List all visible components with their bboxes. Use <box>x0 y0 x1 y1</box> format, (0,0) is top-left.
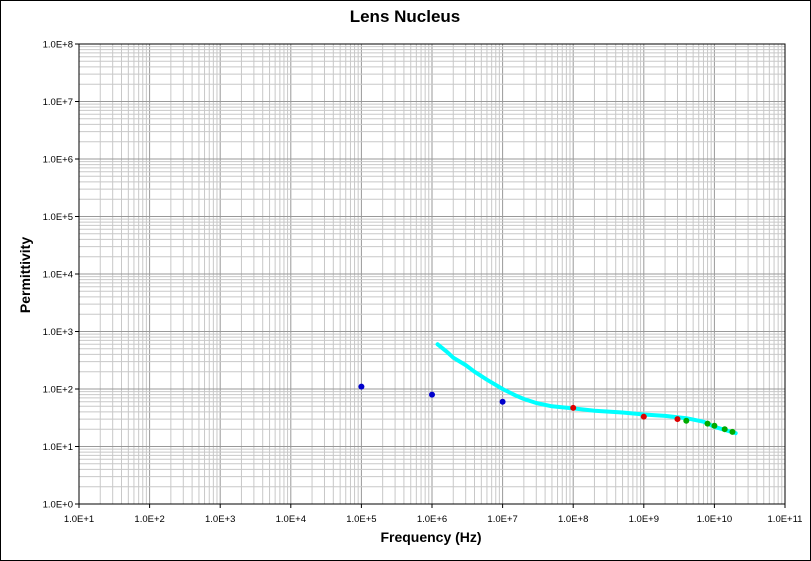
y-axis-label: Permittivity <box>17 237 33 313</box>
data-point <box>721 426 728 433</box>
x-axis-ticks: 1.0E+1 1.0E+2 1.0E+3 1.0E+4 1.0E+5 1.0E+6 1.0E… <box>64 504 803 525</box>
x-tick-label: 1.0E+4 <box>276 514 306 525</box>
data-series <box>358 342 738 436</box>
x-tick-label: 1.0E+2 <box>134 514 164 525</box>
y-tick-label: 1.0E+6 <box>43 155 73 166</box>
y-tick-label: 1.0E+0 <box>43 500 73 511</box>
data-point <box>683 417 690 424</box>
y-tick-label: 1.0E+5 <box>43 212 73 223</box>
x-tick-label: 1.0E+1 <box>64 514 94 525</box>
y-tick-label: 1.0E+2 <box>43 385 73 396</box>
x-tick-label: 1.0E+9 <box>629 514 659 525</box>
data-point <box>429 391 435 398</box>
x-tick-label: 1.0E+5 <box>346 514 376 525</box>
data-point <box>674 416 681 423</box>
y-axis-ticks: 1.0E+0 1.0E+1 1.0E+2 1.0E+3 1.0E+4 1.0E+5 1.0E… <box>43 40 79 511</box>
x-tick-label: 1.0E+8 <box>558 514 588 525</box>
data-point <box>711 422 718 429</box>
x-tick-label: 1.0E+7 <box>487 514 517 525</box>
x-tick-label: 1.0E+3 <box>205 514 235 525</box>
x-axis-label: Frequency (Hz) <box>380 529 481 545</box>
data-point <box>729 428 736 435</box>
y-tick-label: 1.0E+3 <box>43 327 73 338</box>
data-point <box>499 398 506 405</box>
y-tick-label: 1.0E+7 <box>43 97 73 108</box>
y-tick-label: 1.0E+8 <box>43 40 73 51</box>
y-tick-label: 1.0E+1 <box>43 442 73 453</box>
data-point <box>640 413 647 420</box>
chart-title: Lens Nucleus <box>350 7 461 26</box>
grid <box>78 44 785 505</box>
x-tick-label: 1.0E+6 <box>417 514 447 525</box>
data-point <box>704 420 711 427</box>
series-line <box>435 342 738 436</box>
x-tick-label: 1.0E+11 <box>768 514 803 525</box>
data-point <box>570 404 577 411</box>
y-tick-label: 1.0E+4 <box>43 270 73 281</box>
data-point <box>358 383 365 390</box>
x-tick-label: 1.0E+10 <box>697 514 733 525</box>
